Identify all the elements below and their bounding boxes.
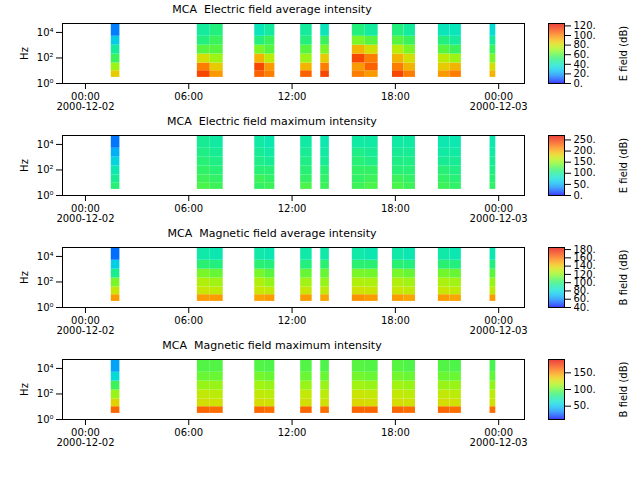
- svg-text:140.: 140.: [573, 260, 596, 272]
- svg-text:20.: 20.: [574, 68, 590, 79]
- svg-text:100.: 100.: [574, 30, 596, 41]
- svg-text:00:002000-12-03: 00:002000-12-03: [470, 91, 528, 112]
- html-text:MCA Magnetic field maximum int: MCA Magnetic field maximum intensity: [162, 339, 382, 352]
- svg-text:B field (dB): B field (dB): [618, 250, 629, 306]
- svg-text:150.: 150.: [574, 156, 596, 167]
- svg-text:100.: 100.: [574, 384, 596, 395]
- svg-text:80.: 80.: [574, 39, 590, 50]
- svg-text:B field (dB): B field (dB): [618, 362, 629, 418]
- svg-text:06:00: 06:00: [174, 203, 203, 214]
- svg-text:Hz: Hz: [19, 271, 30, 284]
- svg-text:50.: 50.: [574, 400, 590, 411]
- svg-text:12:00: 12:00: [278, 91, 307, 102]
- svg-text:10²: 10²: [37, 164, 54, 175]
- svg-text:10⁴: 10⁴: [37, 139, 54, 150]
- svg-text:E field (dB): E field (dB): [618, 138, 629, 193]
- svg-text:12:00: 12:00: [278, 203, 307, 214]
- svg-text:50.: 50.: [574, 179, 590, 190]
- svg-text:18:00: 18:00: [381, 315, 410, 326]
- svg-text:200.: 200.: [574, 145, 596, 156]
- svg-text:18:00: 18:00: [381, 203, 410, 214]
- svg-text:10²: 10²: [37, 52, 54, 63]
- svg-text:0.: 0.: [574, 78, 584, 89]
- svg-text:Hz: Hz: [19, 47, 30, 60]
- svg-text:100.: 100.: [574, 167, 596, 178]
- html-text:MCA Electric field average int: MCA Electric field average intensity: [172, 3, 372, 16]
- svg-text:100.: 100.: [573, 276, 596, 288]
- html-text:MCA Electric field maximum int: MCA Electric field maximum intensity: [167, 115, 377, 128]
- svg-text:80.: 80.: [573, 285, 590, 297]
- svg-text:10⁰: 10⁰: [37, 78, 54, 89]
- svg-text:10²: 10²: [37, 276, 54, 287]
- svg-text:160.: 160.: [573, 252, 596, 263]
- svg-text:60.: 60.: [573, 293, 590, 305]
- svg-text:10²: 10²: [37, 388, 54, 399]
- svg-text:250.: 250.: [574, 134, 596, 145]
- svg-text:10⁴: 10⁴: [37, 251, 54, 262]
- svg-text:E field (dB): E field (dB): [618, 26, 629, 81]
- svg-text:00:002000-12-03: 00:002000-12-03: [470, 203, 528, 224]
- svg-text:180.: 180.: [574, 244, 596, 255]
- svg-text:10⁴: 10⁴: [37, 27, 54, 38]
- svg-text:60.: 60.: [574, 49, 590, 60]
- svg-text:40.: 40.: [574, 59, 590, 70]
- svg-text:18:00: 18:00: [381, 91, 410, 102]
- svg-text:120.: 120.: [573, 268, 596, 280]
- svg-text:06:00: 06:00: [174, 91, 203, 102]
- svg-text:Hz: Hz: [19, 383, 30, 396]
- svg-text:00:002000-12-02: 00:002000-12-02: [56, 315, 114, 336]
- svg-text:120.: 120.: [574, 20, 596, 31]
- svg-text:0.: 0.: [574, 190, 584, 201]
- svg-text:Hz: Hz: [19, 159, 30, 172]
- svg-text:00:002000-12-02: 00:002000-12-02: [56, 203, 114, 224]
- svg-text:12:00: 12:00: [278, 315, 307, 326]
- svg-text:10⁰: 10⁰: [37, 414, 54, 425]
- svg-text:150.: 150.: [574, 367, 596, 378]
- svg-text:10⁰: 10⁰: [37, 302, 54, 313]
- svg-text:00:002000-12-02: 00:002000-12-02: [56, 427, 114, 448]
- svg-text:06:00: 06:00: [174, 427, 203, 438]
- svg-text:10⁰: 10⁰: [37, 190, 54, 201]
- svg-text:00:002000-12-03: 00:002000-12-03: [470, 427, 528, 448]
- svg-text:40.: 40.: [573, 301, 590, 313]
- svg-text:12:00: 12:00: [278, 427, 307, 438]
- svg-text:00:002000-12-02: 00:002000-12-02: [56, 91, 114, 112]
- svg-text:00:002000-12-03: 00:002000-12-03: [470, 315, 528, 336]
- svg-text:10⁴: 10⁴: [37, 363, 54, 374]
- svg-text:18:00: 18:00: [381, 427, 410, 438]
- svg-text:06:00: 06:00: [174, 315, 203, 326]
- html-text:MCA Magnetic field average int: MCA Magnetic field average intensity: [167, 227, 377, 240]
